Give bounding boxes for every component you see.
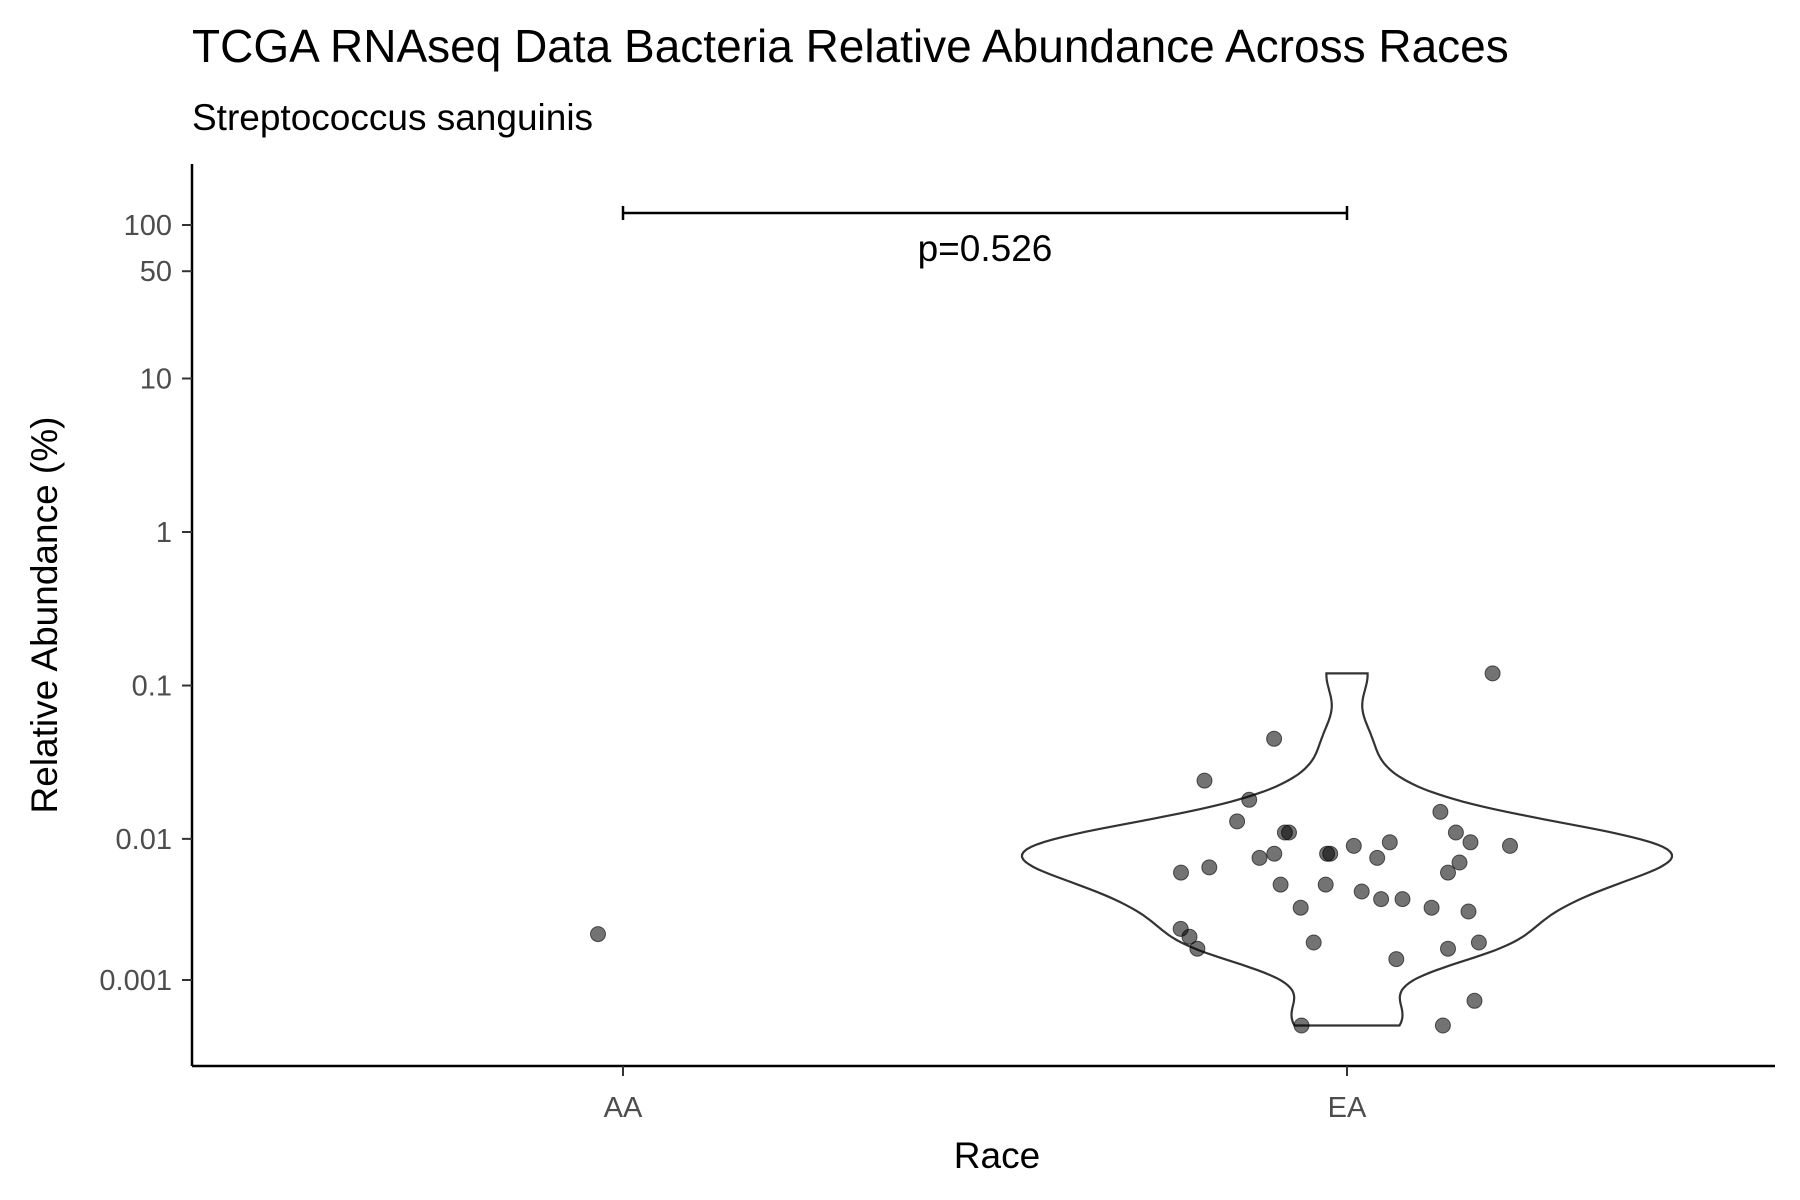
data-point-ea: [1251, 849, 1268, 866]
data-point-ea: [1173, 864, 1189, 881]
data-point-ea: [1440, 864, 1456, 881]
data-point-ea: [1447, 824, 1464, 841]
data-point-ea: [1462, 834, 1479, 851]
data-point-ea: [1460, 903, 1477, 920]
data-point-ea: [1201, 859, 1218, 876]
y-tick-label: 1: [156, 517, 172, 549]
data-point-ea: [1266, 845, 1283, 862]
data-point-ea: [1266, 730, 1283, 747]
y-tick-label: 50: [140, 256, 172, 288]
data-point-ea: [1394, 891, 1411, 908]
data-point-ea: [1502, 837, 1518, 854]
violin-ea: [1020, 672, 1674, 1027]
data-point-ea: [1466, 992, 1483, 1009]
x-axis-title: Race: [954, 1135, 1040, 1176]
y-axis-title: Relative Abundance (%): [24, 417, 65, 814]
data-point-ea: [1272, 876, 1289, 893]
plot-area: p=0.526: [590, 206, 1674, 1034]
data-point-ea: [1317, 876, 1334, 893]
y-tick-label: 100: [124, 210, 172, 242]
y-tick-label: 0.01: [116, 824, 172, 856]
data-point-aa: [590, 926, 606, 943]
p-value-label: p=0.526: [918, 228, 1053, 269]
y-tick-label: 10: [140, 364, 172, 396]
x-tick-label-ea: EA: [1328, 1092, 1367, 1124]
data-point-ea: [1373, 891, 1390, 908]
data-point-ea: [1423, 899, 1440, 916]
data-point-ea: [1292, 899, 1309, 916]
data-point-ea: [1241, 791, 1258, 808]
data-point-ea: [1434, 1017, 1451, 1034]
data-point-ea: [1293, 1017, 1310, 1034]
data-point-ea: [1470, 934, 1487, 951]
x-tick-label-aa: AA: [604, 1092, 643, 1124]
data-point-ea: [1229, 813, 1246, 830]
data-point-ea: [1181, 928, 1198, 945]
data-point-ea: [1388, 951, 1405, 968]
data-point-ea: [1305, 934, 1322, 951]
data-point-ea: [1440, 940, 1456, 957]
chart-subtitle: Streptococcus sanguinis: [192, 97, 593, 138]
data-point-ea: [1432, 803, 1449, 820]
data-point-ea: [1319, 845, 1336, 862]
data-point-ea: [1451, 854, 1468, 871]
chart-title: TCGA RNAseq Data Bacteria Relative Abund…: [192, 20, 1509, 72]
data-point-ea: [1369, 849, 1386, 866]
data-point-ea: [1281, 824, 1297, 841]
data-point-ea: [1353, 883, 1370, 900]
data-point-ea: [1345, 837, 1362, 854]
data-point-ea: [1484, 665, 1501, 682]
data-point-ea: [1189, 940, 1206, 957]
data-point-ea: [1196, 772, 1213, 789]
data-point-ea: [1381, 834, 1398, 851]
y-tick-label: 0.001: [99, 965, 172, 997]
y-tick-label: 0.1: [132, 671, 172, 703]
